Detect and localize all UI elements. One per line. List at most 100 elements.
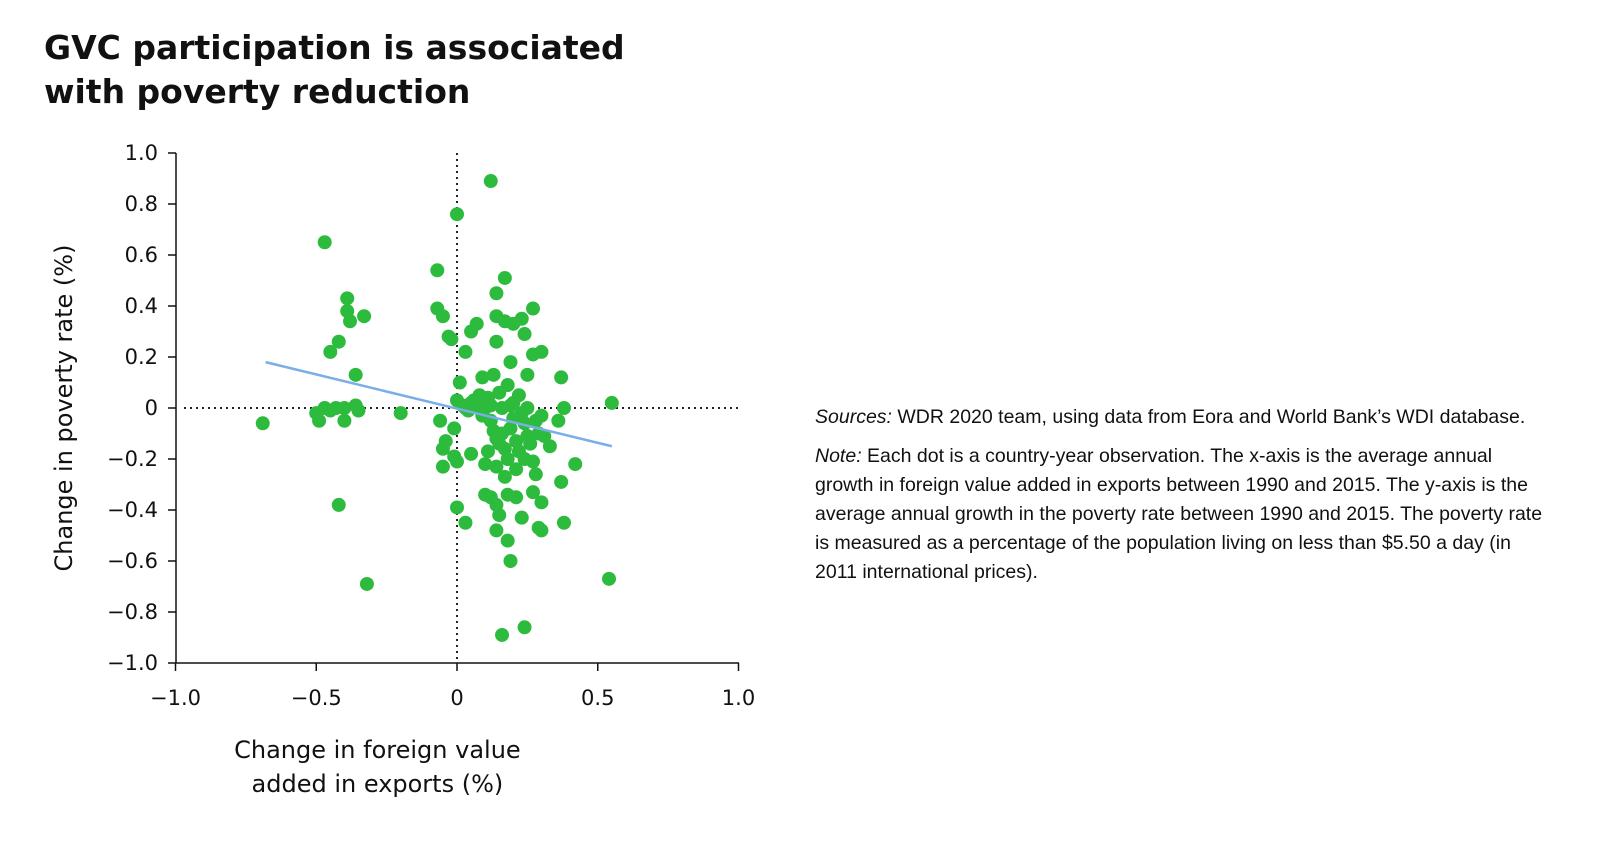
x-tick-label: −0.5 [291, 686, 342, 710]
note-text: Each dot is a country-year observation. … [815, 445, 1543, 583]
data-point [450, 500, 464, 515]
data-point [393, 406, 408, 421]
data-point [517, 452, 532, 466]
data-point [500, 452, 515, 466]
data-point [489, 523, 504, 538]
x-tick-label: 0.5 [581, 686, 614, 710]
data-point [526, 301, 541, 316]
y-tick-label: 0 [145, 396, 158, 420]
data-point [464, 446, 479, 461]
x-tick-label: 1.0 [722, 686, 755, 710]
data-point [430, 263, 445, 278]
data-point [551, 413, 566, 428]
y-tick-label: 1.0 [125, 141, 158, 165]
data-point [492, 508, 507, 523]
data-point [556, 401, 571, 415]
data-point [331, 334, 346, 349]
data-point [602, 571, 617, 586]
tick-labels: 1.0 0.8 0.6 0.4 0.2 0 −0.2 −0.4 −0.6 −0.8 −1.0 −1.0… [107, 141, 755, 710]
data-point [534, 523, 549, 538]
sources-paragraph: Sources: WDR 2020 team, using data from … [815, 403, 1545, 432]
data-point [517, 327, 532, 342]
chart-title: GVC participation is associated with pov… [44, 26, 684, 114]
data-point [480, 444, 495, 459]
data-point [509, 462, 524, 477]
data-point [511, 388, 526, 403]
chart-title-line-2: with poverty reduction [44, 72, 471, 111]
data-point [500, 378, 515, 393]
axis-titles: Change in foreign value added in exports … [50, 245, 521, 798]
y-tick-label: −1.0 [107, 651, 158, 675]
data-points [255, 174, 619, 642]
data-point [486, 367, 501, 382]
data-point [554, 474, 569, 489]
data-point [503, 355, 518, 370]
data-point [523, 436, 538, 451]
data-point [509, 490, 524, 505]
y-tick-label: 0.6 [125, 243, 158, 267]
data-point [323, 344, 338, 359]
data-point [520, 367, 535, 382]
data-point [450, 454, 464, 469]
data-point [458, 344, 473, 359]
y-tick-label: 0.8 [125, 192, 158, 216]
data-point [433, 413, 448, 428]
sources-label: Sources: [815, 406, 892, 428]
data-point [604, 395, 619, 410]
data-point [255, 416, 270, 431]
data-point [514, 510, 529, 525]
data-point [435, 459, 450, 474]
data-point [450, 207, 464, 222]
data-point [537, 429, 552, 444]
data-point [542, 439, 557, 454]
data-point [528, 467, 543, 482]
note-paragraph: Note: Each dot is a country-year observa… [815, 442, 1545, 587]
note-label: Note: [815, 445, 862, 467]
x-axis-title-line-2: added in exports (%) [252, 770, 504, 798]
x-tick-label: 0 [450, 686, 463, 710]
x-axis-title-line-1: Change in foreign value [234, 736, 521, 764]
data-point [489, 286, 504, 301]
data-point [452, 375, 467, 390]
data-point [500, 533, 515, 548]
data-point [497, 270, 512, 285]
chart-notes: Sources: WDR 2020 team, using data from … [815, 403, 1545, 597]
data-point [340, 291, 355, 306]
scatter-chart: 1.0 0.8 0.6 0.4 0.2 0 −0.2 −0.4 −0.6 −0.8 −1.0 −1.0… [50, 141, 755, 798]
data-point [489, 459, 504, 474]
data-point [526, 485, 541, 500]
data-point [312, 413, 327, 428]
data-point [489, 334, 504, 349]
data-point [359, 576, 374, 591]
data-point [337, 401, 352, 415]
data-point [331, 497, 346, 512]
x-tick-label: −1.0 [150, 686, 201, 710]
y-tick-label: 0.2 [125, 345, 158, 369]
data-point [478, 457, 493, 472]
data-point [357, 309, 372, 324]
y-tick-label: −0.2 [107, 447, 158, 471]
data-point [483, 174, 498, 189]
data-point [444, 332, 459, 347]
data-point [554, 370, 569, 385]
data-point [517, 620, 532, 635]
data-point [503, 398, 518, 413]
data-point [497, 469, 512, 484]
data-point [514, 311, 529, 326]
data-point [337, 413, 352, 428]
data-point [483, 398, 498, 413]
data-point [568, 457, 583, 472]
data-point [435, 441, 450, 456]
trend-line-group [265, 360, 613, 448]
data-point [475, 370, 490, 385]
y-tick-label: −0.8 [107, 600, 158, 624]
trend-line [265, 360, 613, 448]
data-point [495, 627, 510, 642]
chart-title-line-1: GVC participation is associated [44, 28, 625, 67]
data-point [534, 344, 549, 359]
data-point [503, 554, 518, 568]
axes [168, 152, 740, 671]
data-point [520, 401, 535, 415]
data-point [317, 235, 332, 250]
data-point [534, 495, 549, 510]
